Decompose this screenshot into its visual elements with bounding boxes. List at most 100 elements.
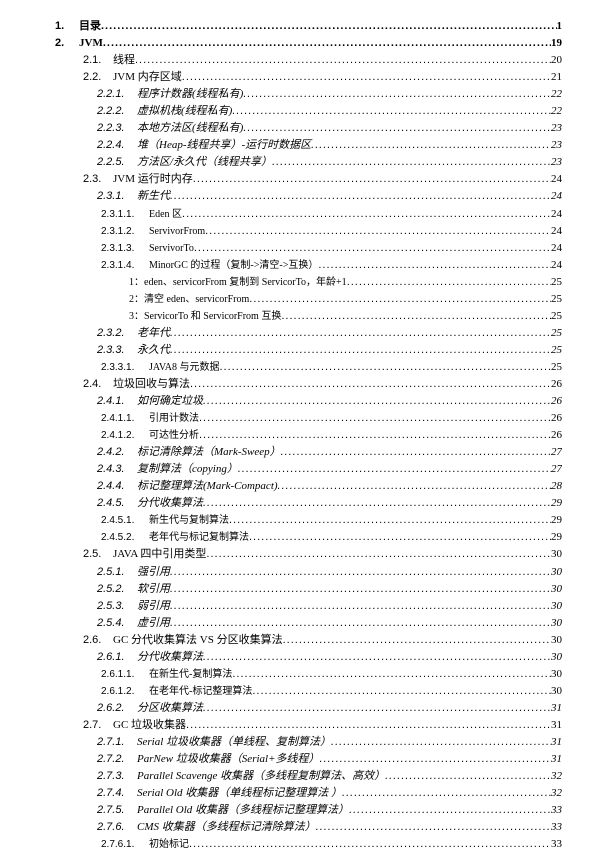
toc-entry: 2.4.2. 标记清除算法（Mark-Sweep）27	[55, 444, 562, 461]
toc-entry-leader	[320, 751, 551, 768]
toc-entry-leader	[318, 257, 551, 274]
toc-entry-number: 2.6.1.	[97, 649, 137, 666]
toc-entry-title: JVM 内存区域	[113, 69, 182, 86]
toc-entry-title: CMS 收集器（多线程标记清除算法）	[137, 819, 316, 836]
toc-entry-number: 2.7.6.	[97, 819, 137, 836]
toc-entry: 2.6.1.2. 在老年代-标记整理算法30	[55, 683, 562, 700]
toc-entry-page: 25	[551, 291, 562, 308]
toc-entry-page: 1	[557, 18, 563, 35]
toc-entry: 3：ServicorTo 和 ServicorFrom 互换25	[55, 308, 562, 325]
toc-entry-leader	[199, 410, 551, 427]
toc-entry-title: 新生代	[137, 188, 170, 205]
toc-entry-number: 2.2.4.	[97, 137, 137, 154]
toc-entry-leader	[243, 120, 551, 137]
toc-entry-leader	[194, 240, 551, 257]
toc-entry-leader	[170, 581, 551, 598]
toc-entry-page: 26	[551, 410, 562, 427]
toc-entry-title: Eden 区	[149, 207, 182, 223]
toc-entry-page: 29	[551, 512, 562, 529]
toc-entry-page: 27	[551, 444, 562, 461]
toc-entry-leader	[103, 35, 551, 52]
toc-entry-number: 2.3.1.3.	[101, 241, 149, 257]
toc-entry-leader	[186, 717, 551, 734]
toc-entry-title: 强引用	[137, 564, 170, 581]
toc-entry: 2.4.1.2. 可达性分析26	[55, 427, 562, 444]
toc-entry-leader	[170, 188, 551, 205]
toc-entry-page: 26	[551, 427, 562, 444]
toc-entry-title: Parallel Old 收集器（多线程标记整理算法）	[137, 802, 349, 819]
toc-entry-page: 30	[551, 615, 562, 632]
toc-entry-number: 2.5.1.	[97, 564, 137, 581]
toc-entry-number: 2.	[55, 35, 79, 52]
toc-entry-title: 2：清空 eden、servicorFrom	[129, 292, 249, 308]
toc-entry-leader	[203, 393, 551, 410]
toc-entry-title: 如何确定垃圾	[137, 393, 203, 410]
toc-entry-title: Parallel Scavenge 收集器（多线程复制算法、高效）	[137, 768, 385, 785]
toc-entry-number: 2.2.1.	[97, 86, 137, 103]
toc-entry-leader	[182, 206, 551, 223]
toc-entry-number: 2.7.5.	[97, 802, 137, 819]
toc-entry-title: 初始标记	[149, 837, 189, 853]
toc-entry-leader	[385, 768, 551, 785]
toc-entry-number: 2.4.3.	[97, 461, 137, 478]
toc-entry-page: 30	[551, 683, 562, 700]
toc-entry-page: 30	[551, 546, 562, 563]
toc-entry: 2.4.5. 分代收集算法29	[55, 495, 562, 512]
toc-entry-number: 2.4.2.	[97, 444, 137, 461]
toc-entry-number: 2.7.4.	[97, 785, 137, 802]
toc-entry: 2.3.1. 新生代24	[55, 188, 562, 205]
toc-entry-page: 19	[551, 35, 562, 52]
toc-entry-page: 24	[551, 206, 562, 223]
toc-entry-number: 2.7.	[83, 717, 113, 734]
toc-entry-page: 33	[551, 819, 562, 836]
toc-entry: 2.6.1.1. 在新生代-复制算法30	[55, 666, 562, 683]
toc-entry-title: 3：ServicorTo 和 ServicorFrom 互换	[129, 309, 281, 325]
toc-entry-leader	[283, 632, 551, 649]
toc-entry: 2.2.3. 本地方法区(线程私有)23	[55, 120, 562, 137]
toc-entry: 2.3.1.1. Eden 区24	[55, 206, 562, 223]
toc-entry-page: 31	[551, 734, 562, 751]
toc-entry-leader	[349, 802, 551, 819]
toc-entry: 2.7.6.1. 初始标记33	[55, 836, 562, 853]
toc-entry-leader	[238, 461, 551, 478]
toc-entry: 2.6. GC 分代收集算法 VS 分区收集算法30	[55, 632, 562, 649]
toc-entry-number: 2.4.4.	[97, 478, 137, 495]
toc-entry-page: 30	[551, 564, 562, 581]
toc-entry-page: 31	[551, 717, 562, 734]
toc-entry-leader	[278, 478, 551, 495]
toc-entry-leader	[205, 223, 551, 240]
toc-entry-page: 23	[551, 120, 562, 137]
toc-entry-title: 标记整理算法(Mark-Compact)	[137, 478, 278, 495]
toc-entry-number: 2.4.	[83, 376, 113, 393]
toc-entry-number: 2.2.	[83, 69, 113, 86]
toc-entry: 2.4. 垃圾回收与算法26	[55, 376, 562, 393]
toc-entry-title: JAVA 四中引用类型	[113, 546, 206, 563]
toc-entry-title: Serial Old 收集器（单线程标记整理算法 ）	[137, 785, 342, 802]
toc-entry-number: 2.5.3.	[97, 598, 137, 615]
toc-entry-leader	[331, 734, 551, 751]
toc-entry-number: 2.4.5.2.	[101, 530, 149, 546]
toc-entry: 2.3.1.4. MinorGC 的过程（复制->清空->互换）24	[55, 257, 562, 274]
toc-entry-leader	[170, 598, 551, 615]
toc-entry: 2.3.3. 永久代25	[55, 342, 562, 359]
toc-entry-leader	[170, 615, 551, 632]
toc-entry-page: 24	[551, 223, 562, 240]
toc-entry-title: JVM	[79, 35, 103, 52]
toc-entry-title: 新生代与复制算法	[149, 513, 229, 529]
toc-entry-leader	[243, 86, 551, 103]
toc-entry: 2.5.2. 软引用30	[55, 581, 562, 598]
toc-entry-number: 2.7.6.1.	[101, 837, 149, 853]
toc-entry-page: 22	[551, 103, 562, 120]
toc-entry-number: 2.7.1.	[97, 734, 137, 751]
toc-entry: 2.6.1. 分代收集算法30	[55, 649, 562, 666]
toc-entry-number: 2.5.2.	[97, 581, 137, 598]
toc-entry: 2.7.1. Serial 垃圾收集器（单线程、复制算法）31	[55, 734, 562, 751]
toc-entry: 2.7.5. Parallel Old 收集器（多线程标记整理算法）33	[55, 802, 562, 819]
toc-entry-title: 虚引用	[137, 615, 170, 632]
toc-entry-page: 25	[551, 325, 562, 342]
toc-entry-number: 2.4.5.1.	[101, 513, 149, 529]
toc-entry-leader	[101, 18, 557, 35]
toc-entry-page: 30	[551, 632, 562, 649]
toc-entry-number: 2.3.1.4.	[101, 258, 149, 274]
toc-entry-number: 2.3.3.1.	[101, 360, 149, 376]
